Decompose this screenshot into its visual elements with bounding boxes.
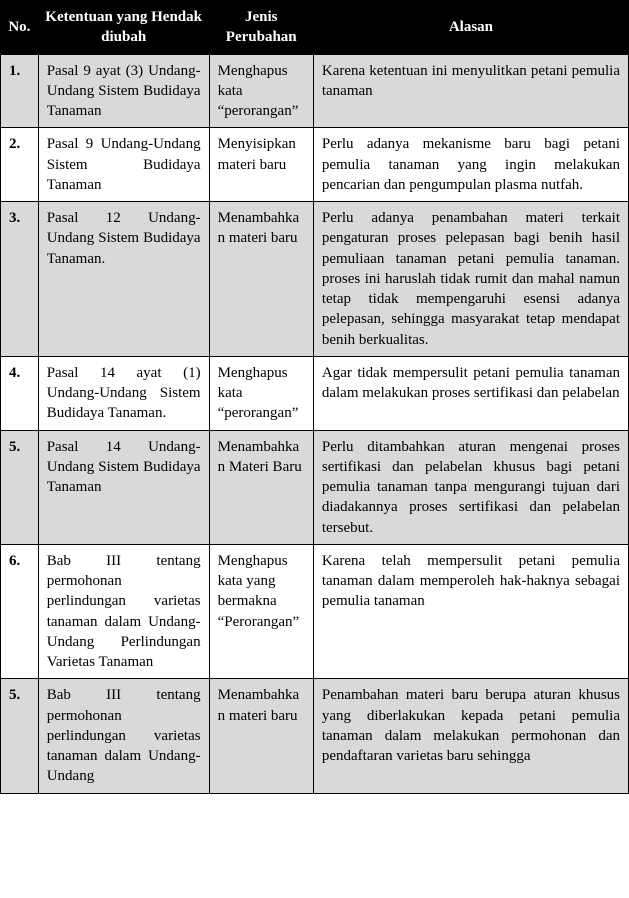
header-ketentuan: Ketentuan yang Hendak diubah <box>38 1 209 55</box>
cell-jenis: Menambahkan materi baru <box>209 202 313 357</box>
cell-no: 5. <box>1 430 39 544</box>
cell-alasan: Karena telah mempersulit petani pemulia … <box>313 544 628 679</box>
header-jenis: Jenis Perubahan <box>209 1 313 55</box>
cell-alasan: Perlu adanya penambahan materi terkait p… <box>313 202 628 357</box>
cell-jenis: Menambahkan Materi Baru <box>209 430 313 544</box>
cell-alasan: Perlu ditambahkan aturan mengenai proses… <box>313 430 628 544</box>
cell-alasan: Perlu adanya mekanisme baru bagi petani … <box>313 128 628 202</box>
cell-ketentuan: Pasal 9 Undang-Undang Sistem Budidaya Ta… <box>38 128 209 202</box>
table-header-row: No. Ketentuan yang Hendak diubah Jenis P… <box>1 1 629 55</box>
cell-no: 3. <box>1 202 39 357</box>
cell-ketentuan: Pasal 14 ayat (1) Undang-Undang Sistem B… <box>38 356 209 430</box>
header-alasan: Alasan <box>313 1 628 55</box>
header-no: No. <box>1 1 39 55</box>
cell-jenis: Menyisipkan materi baru <box>209 128 313 202</box>
table-row: 2. Pasal 9 Undang-Undang Sistem Budidaya… <box>1 128 629 202</box>
cell-alasan: Agar tidak mempersulit petani pemulia ta… <box>313 356 628 430</box>
cell-alasan: Penambahan materi baru berupa aturan khu… <box>313 679 628 793</box>
cell-ketentuan: Pasal 14 Undang-Undang Sistem Budidaya T… <box>38 430 209 544</box>
cell-jenis: Menghapus kata yang bermakna “Perorangan… <box>209 544 313 679</box>
regulation-change-table: No. Ketentuan yang Hendak diubah Jenis P… <box>0 0 629 794</box>
cell-ketentuan: Bab III tentang permohonan perlindungan … <box>38 544 209 679</box>
table-row: 3. Pasal 12 Undang-Undang Sistem Budiday… <box>1 202 629 357</box>
cell-no: 5. <box>1 679 39 793</box>
cell-jenis: Menghapus kata “perorangan” <box>209 54 313 128</box>
cell-no: 4. <box>1 356 39 430</box>
cell-jenis: Menghapus kata “perorangan” <box>209 356 313 430</box>
cell-jenis: Menambahkan materi baru <box>209 679 313 793</box>
table-body: 1. Pasal 9 ayat (3) Undang-Undang Sistem… <box>1 54 629 793</box>
table-row: 4. Pasal 14 ayat (1) Undang-Undang Siste… <box>1 356 629 430</box>
cell-no: 1. <box>1 54 39 128</box>
table-row: 5. Bab III tentang permohonan perlindung… <box>1 679 629 793</box>
cell-ketentuan: Pasal 12 Undang-Undang Sistem Budidaya T… <box>38 202 209 357</box>
table-row: 6. Bab III tentang permohonan perlindung… <box>1 544 629 679</box>
cell-no: 2. <box>1 128 39 202</box>
cell-no: 6. <box>1 544 39 679</box>
table-row: 5. Pasal 14 Undang-Undang Sistem Budiday… <box>1 430 629 544</box>
table-row: 1. Pasal 9 ayat (3) Undang-Undang Sistem… <box>1 54 629 128</box>
cell-ketentuan: Bab III tentang permohonan perlindungan … <box>38 679 209 793</box>
cell-ketentuan: Pasal 9 ayat (3) Undang-Undang Sistem Bu… <box>38 54 209 128</box>
cell-alasan: Karena ketentuan ini menyulitkan petani … <box>313 54 628 128</box>
